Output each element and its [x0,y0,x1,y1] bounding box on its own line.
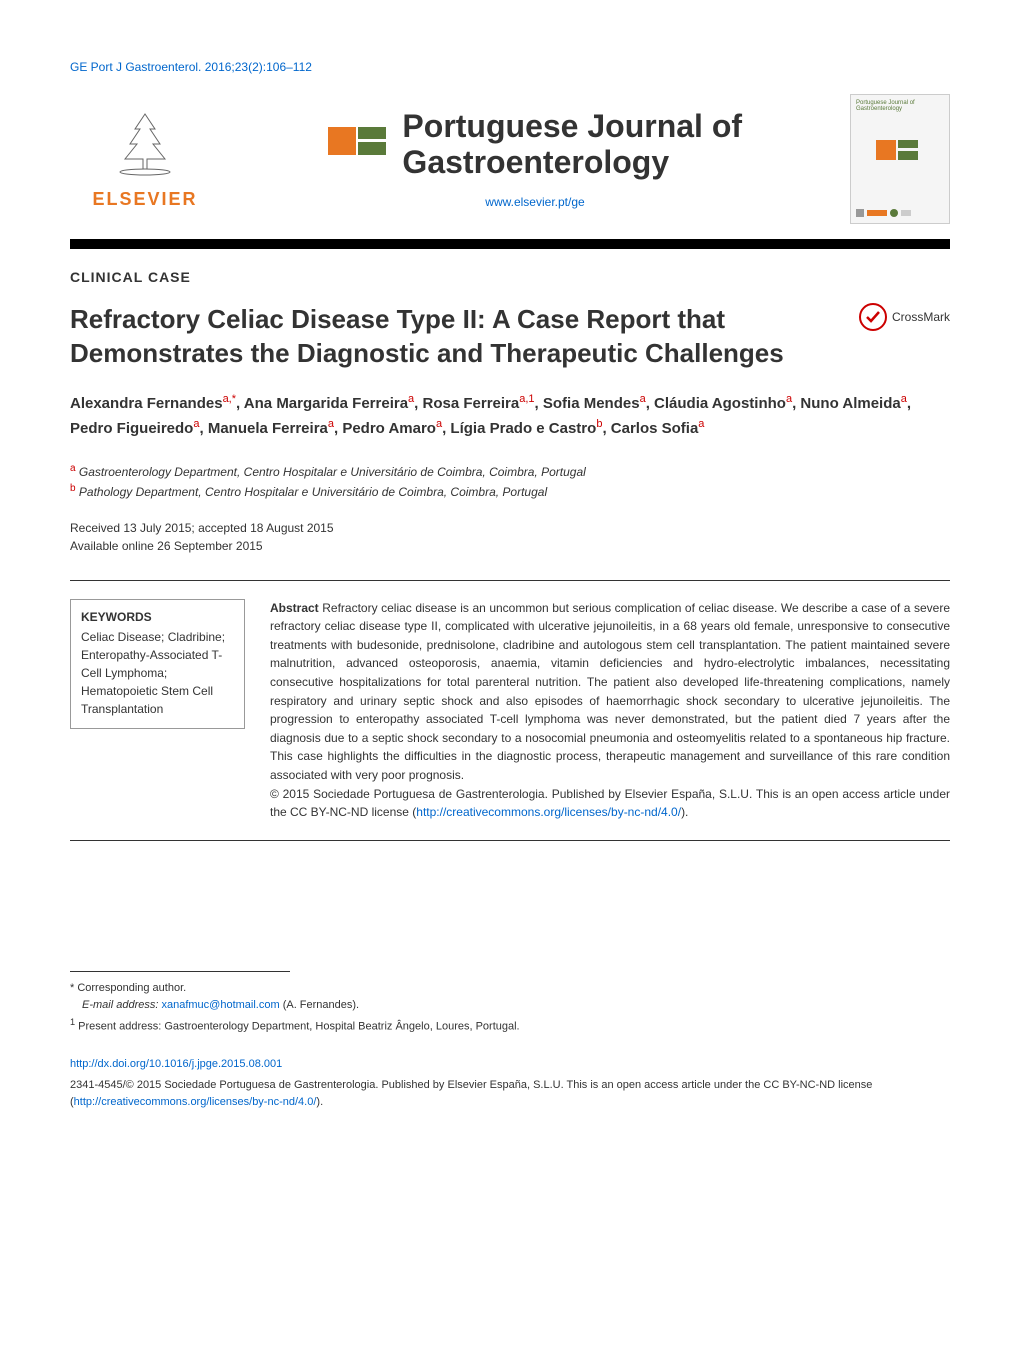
journal-cover-thumbnail: Portuguese Journal of Gastroenterology [850,94,950,224]
abstract-column: Abstract Refractory celiac disease is an… [245,599,950,822]
footnotes: * Corresponding author. E-mail address: … [70,980,950,1036]
crossmark-label: CrossMark [892,310,950,324]
abstract-copyright-close: ). [681,805,688,819]
section-type: CLINICAL CASE [70,269,950,285]
doi-link[interactable]: http://dx.doi.org/10.1016/j.jpge.2015.08… [70,1058,282,1070]
ge-logo-icon [328,112,398,177]
article-dates: Received 13 July 2015; accepted 18 Augus… [70,519,950,555]
footer-license-link[interactable]: http://creativecommons.org/licenses/by-n… [74,1096,317,1108]
cover-footer-icon [867,210,887,216]
keywords-heading: KEYWORDS [81,610,234,624]
cover-header-text: Portuguese Journal of Gastroenterology [856,100,949,112]
crossmark-badge[interactable]: CrossMark [859,303,950,331]
elsevier-logo: ELSEVIER [70,109,220,210]
journal-title-block: Portuguese Journal of Gastroenterology w… [220,109,850,208]
elsevier-text: ELSEVIER [70,189,220,210]
online-date: Available online 26 September 2015 [70,537,950,555]
corresponding-author-note: * Corresponding author. [70,980,950,998]
abstract-heading: Abstract [270,601,319,615]
journal-title-line2: Gastroenterology [402,144,669,180]
journal-banner: ELSEVIER Portuguese Journal of Gastroent… [70,94,950,224]
crossmark-icon [859,303,887,331]
abstract-box: KEYWORDS Celiac Disease; Cladribine; Ent… [70,580,950,841]
copyright-footer: 2341-4545/© 2015 Sociedade Portuguesa de… [70,1077,950,1110]
article-title: Refractory Celiac Disease Type II: A Cas… [70,303,790,371]
cover-footer-icon [890,209,898,217]
cover-footer-icon [856,209,864,217]
footer-close: ). [316,1096,323,1108]
affiliation-a: Gastroenterology Department, Centro Hosp… [79,465,586,479]
affiliations: a Gastroenterology Department, Centro Ho… [70,461,950,501]
authors-list: Alexandra Fernandesa,*, Ana Margarida Fe… [70,391,950,441]
abstract-body: Refractory celiac disease is an uncommon… [270,601,950,782]
cover-ge-icon [876,135,926,181]
keywords-column: KEYWORDS Celiac Disease; Cladribine; Ent… [70,599,245,729]
citation-header: GE Port J Gastroenterol. 2016;23(2):106–… [70,60,950,74]
received-accepted-date: Received 13 July 2015; accepted 18 Augus… [70,519,950,537]
journal-url[interactable]: www.elsevier.pt/ge [220,195,850,209]
divider-bar [70,239,950,249]
cover-footer-icon [901,210,911,216]
email-label: E-mail address: [82,999,161,1011]
present-address-note: Present address: Gastroenterology Depart… [78,1021,519,1033]
affiliation-b: Pathology Department, Centro Hospitalar … [79,485,547,499]
footnote-divider [70,971,290,972]
journal-title-line1: Portuguese Journal of [402,108,742,144]
license-link[interactable]: http://creativecommons.org/licenses/by-n… [416,805,681,819]
email-author: (A. Fernandes). [280,999,359,1011]
elsevier-tree-icon [70,109,220,189]
author-email[interactable]: xanafmuc@hotmail.com [161,999,279,1011]
keywords-list: Celiac Disease; Cladribine; Enteropathy-… [81,628,234,718]
